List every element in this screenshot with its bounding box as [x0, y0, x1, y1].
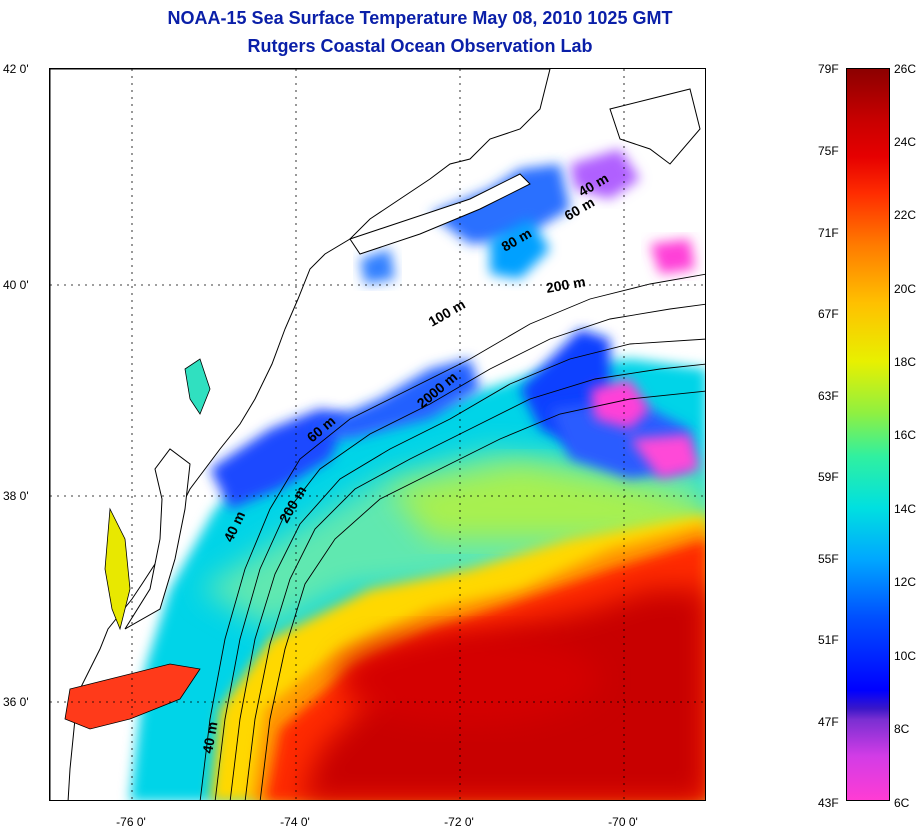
colorbar-label-c: 18C — [894, 355, 917, 369]
isobath-label: 40 m — [199, 720, 220, 754]
isobaths — [199, 273, 705, 800]
cold-shelf — [210, 409, 350, 509]
colorbar-label-c: 24C — [894, 135, 917, 149]
isobath-label: 200 m — [545, 273, 587, 296]
colorbar-label-c: 8C — [894, 722, 910, 736]
colorbar-label-f: 43F — [818, 796, 839, 810]
lon-tick-label: -76 0' — [116, 815, 146, 829]
cloud-mask — [650, 239, 695, 274]
colorbar-label-f: 75F — [818, 144, 839, 158]
cold-north — [360, 249, 395, 284]
colorbar — [846, 68, 890, 801]
colorbar-label-f: 67F — [818, 307, 839, 321]
colorbar-label-f: 51F — [818, 633, 839, 647]
lat-tick-label: 36 0' — [3, 695, 29, 709]
colorbar-label-f: 59F — [818, 470, 839, 484]
land — [50, 69, 701, 800]
colorbar-label-c: 12C — [894, 575, 917, 589]
colorbar-label-f: 47F — [818, 715, 839, 729]
lat-tick-label: 42 0' — [3, 62, 29, 76]
cold-north — [430, 164, 570, 244]
delaware-bay — [184, 358, 211, 415]
colorbar-label-f: 55F — [818, 552, 839, 566]
sst-map-svg: 40 m 60 m 80 m 200 m 100 m 2000 m 60 m 4… — [50, 69, 705, 800]
mid-water — [390, 464, 705, 539]
lat-tick-label: 40 0' — [3, 278, 29, 292]
lat-tick-label: 38 0' — [3, 489, 29, 503]
sst-map[interactable]: 40 m 60 m 80 m 200 m 100 m 2000 m 60 m 4… — [49, 68, 706, 801]
cold-north — [490, 219, 550, 279]
colorbar-label-c: 20C — [894, 282, 917, 296]
cold-shelf — [310, 359, 480, 439]
colorbar-label-c: 6C — [894, 796, 910, 810]
lon-tick-label: -74 0' — [280, 815, 310, 829]
cape-cod — [609, 88, 701, 165]
colorbar-label-f: 71F — [818, 226, 839, 240]
chart-title: NOAA-15 Sea Surface Temperature May 08, … — [167, 8, 673, 28]
cloud-mask — [590, 379, 650, 429]
lon-tick-label: -70 0' — [608, 815, 638, 829]
colorbar-label-f: 79F — [818, 62, 839, 76]
chart-subtitle: Rutgers Coastal Ocean Observation Lab — [247, 36, 593, 56]
graticule — [50, 69, 705, 800]
colorbar-label-c: 16C — [894, 428, 917, 442]
colorbar-label-c: 14C — [894, 502, 917, 516]
colorbar-label-c: 26C — [894, 62, 917, 76]
warm-eddy — [340, 634, 600, 724]
cloud-mask — [630, 434, 700, 479]
coastline-inlet — [124, 448, 191, 630]
colorbar-label-f: 63F — [818, 389, 839, 403]
long-island — [349, 173, 531, 255]
isobath-label: 100 m — [426, 296, 468, 330]
colorbar-label-c: 10C — [894, 649, 917, 663]
cloud-mask — [570, 149, 640, 199]
pamlico-sound — [64, 663, 201, 730]
sst-field — [130, 149, 705, 800]
colorbar-label-c: 22C — [894, 208, 917, 222]
lon-tick-label: -72 0' — [444, 815, 474, 829]
chesapeake-bay — [104, 507, 131, 631]
coastline — [50, 69, 551, 800]
